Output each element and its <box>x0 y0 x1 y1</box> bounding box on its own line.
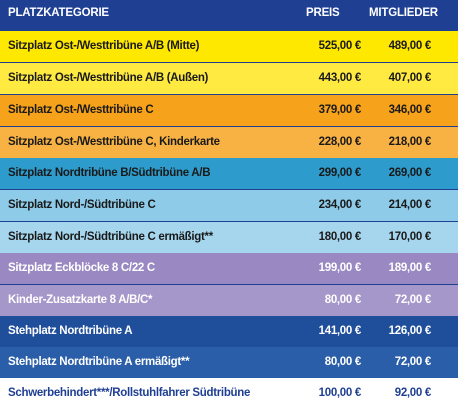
table-row: Stehplatz Nordtribüne A ermäßigt** 80,00… <box>0 347 458 378</box>
table-header: PLATZKATEGORIE PREIS MITGLIEDER <box>0 0 458 30</box>
table-row: Kinder-Zusatzkarte 8 A/B/C* 80,00 € 72,0… <box>0 285 458 316</box>
row-price: 80,00 € <box>324 294 362 306</box>
row-price: 180,00 € <box>318 231 362 243</box>
row-category: Stehplatz Nordtribüne A ermäßigt** <box>8 356 190 368</box>
row-member-price: 218,00 € <box>388 136 432 148</box>
row-price: 525,00 € <box>318 40 362 52</box>
row-member-price: 72,00 € <box>394 356 432 368</box>
header-category: PLATZKATEGORIE <box>8 7 109 19</box>
row-member-price: 269,00 € <box>388 167 432 179</box>
row-category: Sitzplatz Ost-/Westtribüne C, Kinderkart… <box>8 136 220 148</box>
row-member-price: 92,00 € <box>394 387 432 399</box>
table-row: Sitzplatz Ost-/Westtribüne C 379,00 € 34… <box>0 95 458 126</box>
row-member-price: 489,00 € <box>388 40 432 52</box>
row-category: Sitzplatz Ost-/Westtribüne A/B (Mitte) <box>8 40 200 52</box>
row-member-price: 407,00 € <box>388 72 432 84</box>
table-row: Schwerbehindert***/Rollstuhlfahrer Südtr… <box>0 378 458 409</box>
row-price: 443,00 € <box>318 72 362 84</box>
table-row: Sitzplatz Nord-/Südtribüne C ermäßigt** … <box>0 222 458 253</box>
row-price: 234,00 € <box>318 199 362 211</box>
row-price: 141,00 € <box>318 325 362 337</box>
row-member-price: 214,00 € <box>388 199 432 211</box>
row-category: Sitzplatz Ost-/Westtribüne C <box>8 104 154 116</box>
row-price: 199,00 € <box>318 262 362 274</box>
table-row: Sitzplatz Ost-/Westtribüne A/B (Außen) 4… <box>0 63 458 94</box>
row-price: 228,00 € <box>318 136 362 148</box>
row-member-price: 346,00 € <box>388 104 432 116</box>
row-category: Sitzplatz Nord-/Südtribüne C <box>8 199 156 211</box>
row-member-price: 72,00 € <box>394 294 432 306</box>
header-price: PREIS <box>306 7 340 19</box>
table-row: Sitzplatz Nord-/Südtribüne C 234,00 € 21… <box>0 190 458 221</box>
row-price: 100,00 € <box>318 387 362 399</box>
table-row: Stehplatz Nordtribüne A 141,00 € 126,00 … <box>0 316 458 347</box>
row-member-price: 126,00 € <box>388 325 432 337</box>
row-category: Kinder-Zusatzkarte 8 A/B/C* <box>8 294 153 306</box>
row-category: Sitzplatz Eckblöcke 8 C/22 C <box>8 262 155 274</box>
table-row: Sitzplatz Ost-/Westtribüne C, Kinderkart… <box>0 127 458 158</box>
table-row: Sitzplatz Eckblöcke 8 C/22 C 199,00 € 18… <box>0 253 458 284</box>
row-price: 379,00 € <box>318 104 362 116</box>
row-member-price: 170,00 € <box>388 231 432 243</box>
table-row: Sitzplatz Nordtribüne B/Südtribüne A/B 2… <box>0 158 458 189</box>
row-price: 299,00 € <box>318 167 362 179</box>
row-category: Schwerbehindert***/Rollstuhlfahrer Südtr… <box>8 387 251 399</box>
row-member-price: 189,00 € <box>388 262 432 274</box>
header-member: MITGLIEDER <box>369 7 438 19</box>
row-category: Sitzplatz Ost-/Westtribüne A/B (Außen) <box>8 72 209 84</box>
row-category: Stehplatz Nordtribüne A <box>8 325 133 337</box>
table-row: Sitzplatz Ost-/Westtribüne A/B (Mitte) 5… <box>0 31 458 62</box>
row-category: Sitzplatz Nordtribüne B/Südtribüne A/B <box>8 167 211 179</box>
row-price: 80,00 € <box>324 356 362 368</box>
row-category: Sitzplatz Nord-/Südtribüne C ermäßigt** <box>8 231 213 243</box>
